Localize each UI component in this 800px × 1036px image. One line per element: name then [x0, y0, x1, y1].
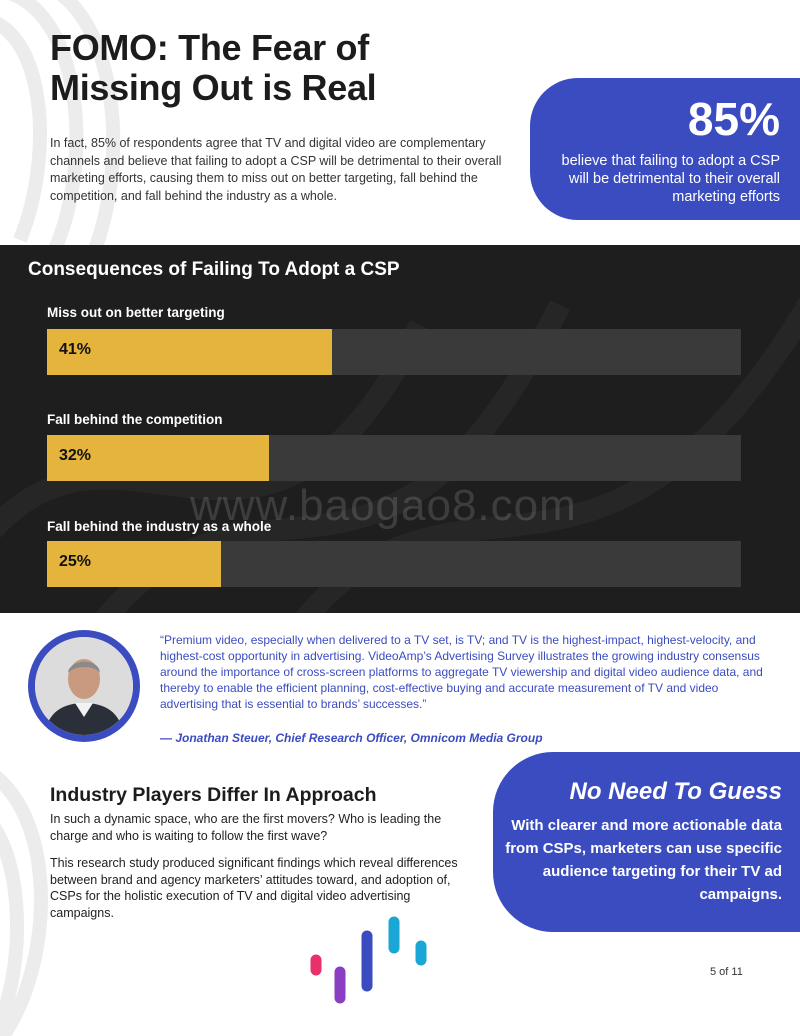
bar-fill-0: [47, 329, 332, 375]
callout-title: No Need To Guess: [569, 778, 782, 805]
avatar-ring: [28, 630, 140, 742]
videoamp-logo-icon: [310, 916, 427, 1004]
bar-track-2: 25%: [47, 541, 741, 587]
bar-value-label-1: 32%: [59, 447, 92, 464]
chart-panel: Consequences of Failing To Adopt a CSP M…: [0, 245, 800, 613]
bar-track-0: 41%: [47, 329, 741, 375]
section-heading: Industry Players Differ In Approach: [50, 784, 377, 806]
callout-text: With clearer and more actionable data fr…: [505, 817, 782, 903]
chart-title: Consequences of Failing To Adopt a CSP: [28, 259, 400, 280]
avatar: [35, 637, 133, 735]
stat-value: 85%: [687, 93, 780, 145]
bar-label-2: Fall behind the industry as a whole: [47, 519, 272, 534]
bar-track-1: 32%: [47, 435, 741, 481]
intro-paragraph: In fact, 85% of respondents agree that T…: [50, 136, 502, 203]
no-need-to-guess-callout: No Need To Guess With clearer and more a…: [493, 752, 800, 932]
bar-fill-2: [47, 541, 221, 587]
stat-callout: 85% believe that failing to adopt a CSP …: [530, 78, 800, 220]
section-paragraph-1: In such a dynamic space, who are the fir…: [50, 812, 442, 843]
page-number: 5 of 11: [710, 966, 743, 978]
watermark: www.baogao8.com: [190, 481, 577, 530]
bar-value-label-2: 25%: [59, 553, 92, 570]
quote-text: “Premium video, especially when delivere…: [160, 633, 763, 711]
person-photo-icon: [35, 637, 133, 735]
bar-label-1: Fall behind the competition: [47, 412, 223, 427]
stat-text: believe that failing to adopt a CSP will…: [561, 153, 780, 205]
quote-author: — Jonathan Steuer, Chief Research Office…: [160, 731, 543, 745]
bar-label-0: Miss out on better targeting: [47, 305, 225, 320]
bar-fill-1: [47, 435, 270, 481]
page-title: FOMO: The Fear of Missing Out is Real: [50, 27, 377, 108]
bar-value-label-0: 41%: [59, 341, 92, 358]
section-paragraph-2: This research study produced significant…: [50, 856, 458, 920]
